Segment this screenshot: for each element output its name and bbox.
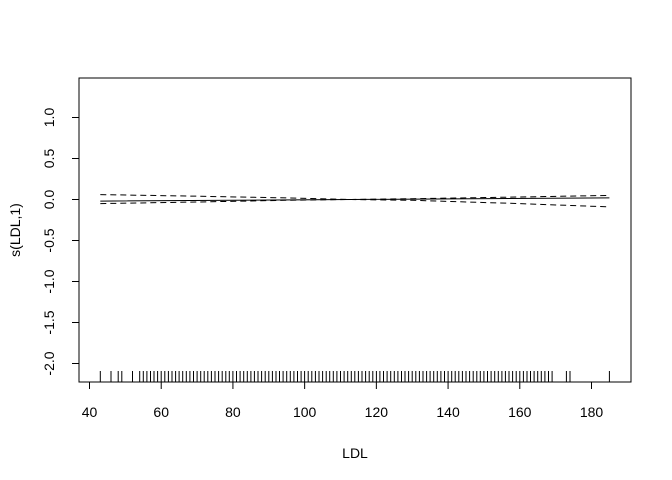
y-tick-label: 0.5 (41, 149, 57, 169)
y-tick-label: -2.0 (41, 351, 57, 375)
x-axis-label: LDL (342, 445, 368, 461)
x-tick-label: 100 (293, 404, 317, 420)
series-layer (100, 194, 610, 208)
y-tick-label: 1.0 (41, 108, 57, 128)
series-line-2 (100, 198, 610, 208)
y-axis-label: s(LDL,1) (7, 203, 23, 257)
x-tick-label: 140 (436, 404, 460, 420)
y-axis: -2.0 -1.5 -1.0 -0.5 0.0 0.5 1.0 (41, 108, 80, 376)
plot-frame (78, 77, 632, 383)
x-axis: 40 60 80 100 120 140 160 180 (82, 381, 604, 420)
rug-layer (99, 371, 610, 382)
x-tick-label: 40 (82, 404, 98, 420)
y-tick-label: -0.5 (41, 228, 57, 252)
x-tick-label: 120 (365, 404, 389, 420)
x-tick-label: 160 (508, 404, 532, 420)
x-tick-label: 60 (153, 404, 169, 420)
x-tick-label: 180 (580, 404, 604, 420)
x-tick-label: 80 (225, 404, 241, 420)
y-tick-label: -1.5 (41, 310, 57, 334)
y-tick-label: -1.0 (41, 269, 57, 293)
y-tick-label: 0.0 (41, 190, 57, 210)
